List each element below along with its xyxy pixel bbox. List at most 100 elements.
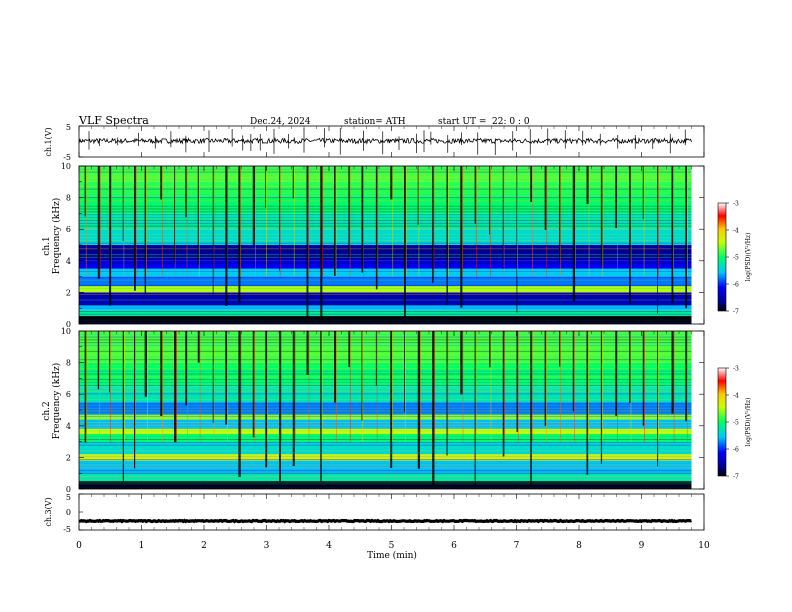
spectrogram-band [79,229,692,245]
sferic-line [144,166,147,295]
sferic-highlight [644,331,645,442]
sferic-highlight [362,331,364,442]
sferic-line [320,166,323,318]
spectrogram-texture [79,367,692,369]
spectrogram-texture [79,188,692,190]
sferic-line [544,331,547,426]
time-tick-label: 1 [139,541,145,551]
sferic-highlight [322,166,324,277]
sferic-line [292,331,295,466]
spectrogram-band [79,292,692,306]
sferic-line [252,166,256,245]
sferic-line [432,166,434,283]
spectrogram-texture [79,257,692,258]
sferic-highlight [673,331,675,442]
spectrogram-texture [79,387,692,389]
sferic-highlight [630,166,632,277]
spectrogram-band [79,460,692,474]
sferic-highlight [433,166,435,277]
spectrogram-texture [79,279,692,281]
sferic-highlight [504,331,506,442]
spectrogram-texture [79,396,692,398]
date-label: Dec.24, 2024 [250,117,311,127]
sferic-line [348,331,350,367]
sferic-highlight [186,166,188,277]
time-tick-label: 9 [639,541,645,551]
spectrogram-texture [79,265,692,267]
ch2-spectrogram-image [79,331,692,489]
sferic-highlight [267,331,268,442]
ch1-colorbar-label: log(PSD)(V²/Hz) [745,233,752,282]
sferic-highlight [517,166,519,277]
sferic-highlight [490,331,492,442]
spectrogram-texture [79,251,692,253]
ch2-colorbar-label: log(PSD)(V²/Hz) [745,398,752,447]
sferic-line [160,166,162,200]
sferic-line [97,166,100,279]
sferic-line [572,166,576,302]
spectrogram-band [79,402,692,415]
spectrogram-texture [79,407,692,409]
sferic-line [657,331,659,467]
spectrogram-texture [79,205,692,207]
sferic-highlight [419,331,421,442]
sferic-line [238,166,241,304]
sferic-line [122,166,124,242]
frequency-tick-label: 2 [66,288,71,297]
spectrogram-texture [79,248,692,250]
frequency-tick-label: 0 [66,485,71,494]
spectrogram-texture [79,271,692,272]
spectrogram-band [79,309,692,317]
sferic-highlight [135,331,136,442]
ch1-ytick-bottom: -5 [63,153,71,162]
sferic-highlight [475,331,477,442]
sferic-highlight [280,331,282,442]
sferic-line [144,331,148,397]
sferic-highlight [279,166,281,277]
sferic-line [460,331,463,395]
time-tick-label: 4 [326,541,332,551]
colorbar-tick-label: -4 [733,228,739,235]
spectrogram-texture [79,422,692,423]
sferic-highlight [335,166,337,277]
spectrogram-texture [79,302,692,304]
time-tick-label: 0 [76,541,82,551]
sferic-line [334,331,336,403]
sferic-highlight [560,331,562,442]
colorbar-tick-label: -7 [733,474,739,481]
spectrogram-texture [79,382,692,383]
sferic-line [685,331,687,422]
spectrogram-texture [79,214,692,216]
ch1-trace-line [78,136,692,145]
spectrogram-texture [79,339,692,341]
spectrogram-texture [79,430,692,432]
sferic-highlight [377,166,379,277]
sferic-highlight [213,166,215,277]
spectrogram-texture [79,350,692,352]
sferic-line [417,166,419,225]
spectrogram-texture [79,413,692,415]
time-tick-label: 2 [201,541,207,551]
sferic-line [671,166,674,303]
sferic-highlight [198,166,200,277]
sferic-highlight [308,331,310,442]
spectrogram-texture [79,376,692,378]
time-tick-label: 7 [514,541,520,551]
spectrogram-texture [79,393,692,395]
sferic-line [84,166,86,217]
sferic-highlight [418,166,420,277]
sferic-line [600,331,603,464]
sferic-highlight [503,166,505,277]
sferic-line [348,166,350,258]
sferic-line [361,166,364,273]
sferic-highlight [86,331,88,442]
spectrogram-texture [79,291,692,292]
sferic-line [212,331,214,423]
sferic-highlight [532,166,533,277]
sferic-line [225,331,228,425]
spectrogram-texture [79,473,692,474]
sferic-line [489,331,491,368]
spectrogram-texture [79,416,692,418]
spectrogram-texture [79,348,692,349]
sferic-highlight [349,166,351,277]
